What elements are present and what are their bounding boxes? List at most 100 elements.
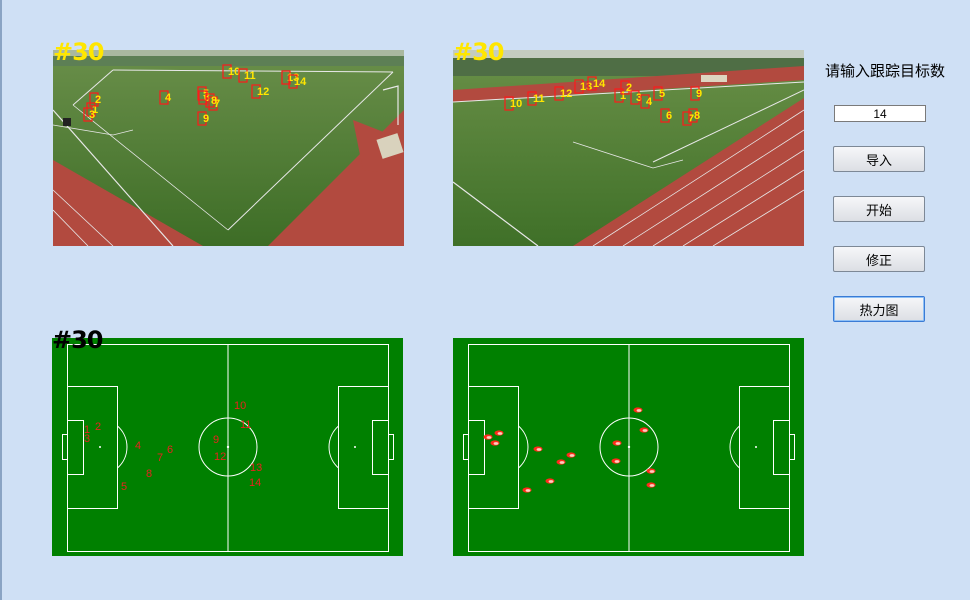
heat-mark — [646, 468, 656, 474]
tracked-player: 12 — [554, 86, 572, 101]
player-id-label: 7 — [688, 113, 694, 125]
tracked-player: 2 — [89, 92, 101, 107]
player-id-label: 1 — [92, 104, 98, 116]
player-position-number: 2 — [95, 421, 101, 433]
camera-view-right: 10 11 12 13 14 1 2 3 4 5 6 7 8 9 — [453, 50, 804, 246]
tracking-box — [205, 93, 215, 108]
frame-number-label: #30 — [52, 326, 104, 354]
tracked-player: 9 — [690, 86, 702, 101]
tracked-player: 11 — [238, 68, 256, 83]
tracking-box — [504, 96, 514, 111]
target-count-input[interactable] — [834, 105, 926, 122]
tracking-box — [660, 108, 670, 123]
player-id-label: 11 — [244, 70, 256, 82]
tracking-box — [208, 96, 218, 111]
heat-mark — [556, 459, 566, 465]
heat-mark — [646, 482, 656, 488]
tracking-box — [197, 111, 207, 126]
tracking-box — [653, 86, 663, 101]
tracking-box — [89, 92, 99, 107]
player-position-number: 12 — [214, 451, 226, 463]
tracked-player: 1 — [614, 88, 626, 103]
tracking-box — [238, 68, 248, 83]
tracking-box — [640, 94, 650, 109]
tracked-player: 1 — [86, 102, 98, 117]
tracking-box — [614, 88, 624, 103]
player-id-label: 4 — [165, 92, 172, 104]
tracked-player: 10 — [504, 96, 522, 111]
player-id-label: 10 — [228, 66, 240, 78]
start-button[interactable]: 开始 — [833, 196, 925, 222]
tracking-box — [198, 90, 208, 105]
player-position-number: 11 — [240, 419, 251, 431]
tracked-player: 8 — [205, 93, 217, 108]
player-position-number: 7 — [157, 452, 163, 464]
player-position-number: 1 — [84, 424, 90, 436]
player-id-label: 2 — [626, 82, 632, 94]
tracked-player: 14 — [587, 76, 606, 91]
tracked-player: 13 — [574, 79, 592, 94]
tracking-box — [690, 86, 700, 101]
player-id-label: 10 — [510, 98, 522, 110]
player-id-label: 13 — [580, 81, 592, 93]
player-position-number: 14 — [249, 477, 261, 489]
player-id-label: 8 — [211, 95, 217, 107]
tracked-player: 3 — [83, 107, 95, 122]
player-id-label: 4 — [646, 96, 653, 108]
heat-mark — [612, 440, 622, 446]
tracking-box — [527, 91, 537, 106]
tracked-player: 5 — [653, 86, 665, 101]
tracking-box — [620, 80, 630, 95]
heat-mark — [490, 440, 500, 446]
window-left-edge — [0, 0, 2, 600]
player-id-label: 3 — [89, 109, 95, 121]
tracked-player: 14 — [288, 74, 307, 89]
import-button[interactable]: 导入 — [833, 146, 925, 172]
frame-number-label: #30 — [453, 38, 505, 66]
heat-mark — [533, 446, 543, 452]
pitch-map-heatmap — [453, 338, 804, 556]
heat-mark — [483, 434, 493, 440]
player-id-label: 9 — [696, 88, 702, 100]
player-id-label: 6 — [204, 92, 210, 104]
player-id-label: 12 — [560, 88, 572, 100]
tracking-box — [288, 74, 298, 89]
target-count-prompt: 请输入跟踪目标数 — [824, 62, 945, 80]
player-id-label: 2 — [95, 94, 101, 106]
heatmap-button[interactable]: 热力图 — [833, 296, 925, 322]
tracked-player: 10 — [222, 64, 240, 79]
tracking-box — [251, 84, 261, 99]
tracked-player: 12 — [251, 84, 269, 99]
heat-mark — [611, 458, 621, 464]
frame-number-label: #30 — [53, 38, 105, 66]
tracked-player: 7 — [208, 96, 220, 111]
tracked-player: 4 — [640, 94, 653, 109]
player-position-number: 8 — [146, 468, 152, 480]
tracked-player: 4 — [159, 90, 172, 105]
player-id-label: 12 — [257, 86, 269, 98]
player-id-label: 9 — [203, 113, 209, 125]
tracked-player: 8 — [688, 108, 700, 123]
tracked-player: 9 — [197, 111, 209, 126]
player-position-number: 4 — [135, 440, 141, 452]
tracked-player: 6 — [660, 108, 672, 123]
tracking-box — [682, 111, 692, 126]
correct-button[interactable]: 修正 — [833, 246, 925, 272]
player-position-number: 6 — [167, 444, 173, 456]
heat-mark — [494, 430, 504, 436]
heat-mark — [633, 407, 643, 413]
tracking-box — [83, 107, 93, 122]
heat-mark — [545, 478, 555, 484]
tracked-player: 7 — [682, 111, 694, 126]
player-id-label: 7 — [214, 98, 220, 110]
tracked-player: 11 — [527, 91, 545, 106]
player-id-label: 8 — [694, 110, 700, 122]
tracking-box — [281, 70, 291, 85]
player-id-label: 6 — [666, 110, 672, 122]
heat-mark — [639, 427, 649, 433]
tracking-box — [554, 86, 564, 101]
tracking-box — [688, 108, 698, 123]
player-id-label: 3 — [636, 92, 642, 104]
